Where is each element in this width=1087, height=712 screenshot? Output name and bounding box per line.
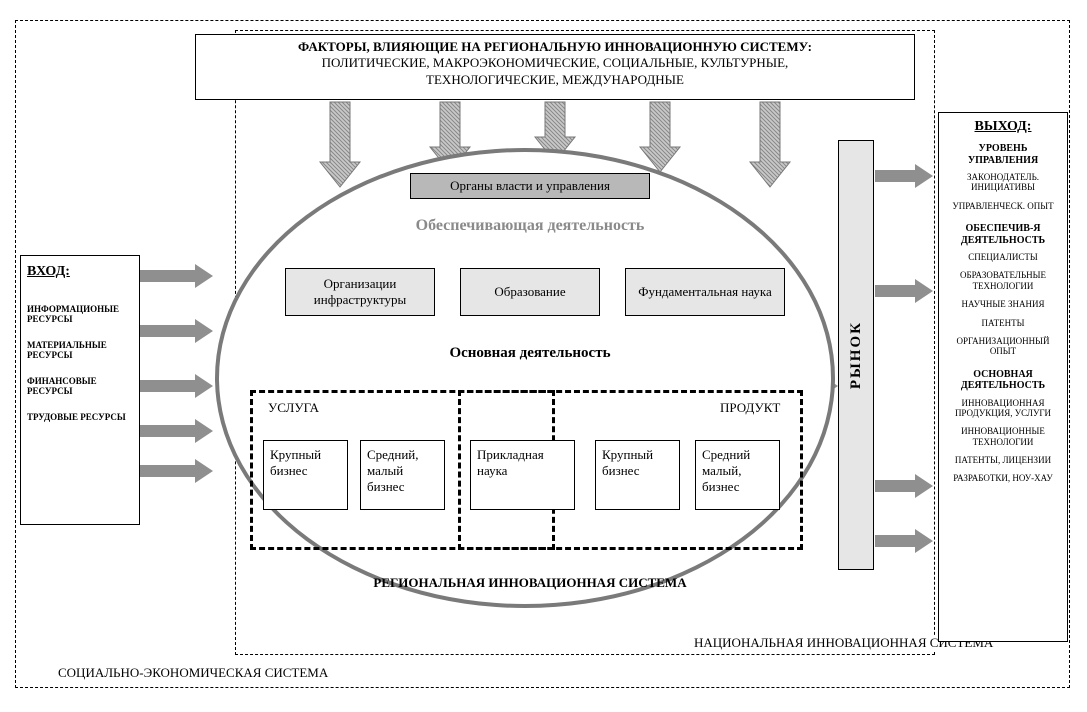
market-bar: РЫНОК bbox=[838, 140, 874, 570]
product-big-biz-box: Крупный бизнес bbox=[595, 440, 680, 510]
output-g3-title: ОСНОВНАЯ ДЕЯТЕЛЬНОСТЬ bbox=[943, 369, 1063, 392]
output-g1-b: УПРАВЛЕНЧЕСК. ОПЫТ bbox=[943, 201, 1063, 211]
ellipse-title-label: РЕГИОНАЛЬНАЯ ИННОВАЦИОННАЯ СИСТЕМА bbox=[350, 575, 710, 591]
output-g3-d: РАЗРАБОТКИ, НОУ-ХАУ bbox=[943, 473, 1063, 483]
output-title: ВЫХОД: bbox=[943, 119, 1063, 135]
support-box-edu: Образование bbox=[460, 268, 600, 316]
product-smb-box: Средний малый, бизнес bbox=[695, 440, 780, 510]
support-box-infra-label: Организации инфраструктуры bbox=[292, 276, 428, 308]
output-g1-a: ЗАКОНОДАТЕЛЬ. ИНИЦИАТИВЫ bbox=[943, 172, 1063, 193]
product-smb-label: Средний малый, бизнес bbox=[702, 447, 750, 494]
input-item-1: ИНФОРМАЦИОНЫЕ РЕСУРСЫ bbox=[27, 304, 133, 324]
product-label: ПРОДУКТ bbox=[720, 400, 780, 416]
output-g3-b: ИННОВАЦИОННЫЕ ТЕХНОЛОГИИ bbox=[943, 426, 1063, 447]
product-big-biz-label: Крупный бизнес bbox=[602, 447, 653, 478]
service-big-biz-label: Крупный бизнес bbox=[270, 447, 321, 478]
support-box-infra: Организации инфраструктуры bbox=[285, 268, 435, 316]
main-activity-label: Основная деятельность bbox=[400, 345, 660, 362]
applied-science-box: Прикладная наука bbox=[470, 440, 575, 510]
output-g1-title: УРОВЕНЬ УПРАВЛЕНИЯ bbox=[943, 143, 1063, 166]
market-label: РЫНОК bbox=[848, 321, 865, 389]
authorities-label: Органы власти и управления bbox=[450, 178, 610, 193]
output-box: ВЫХОД: УРОВЕНЬ УПРАВЛЕНИЯ ЗАКОНОДАТЕЛЬ. … bbox=[938, 112, 1068, 642]
supporting-activity-label: Обеспечивающая деятельность bbox=[380, 217, 680, 235]
service-smb-box: Средний, малый бизнес bbox=[360, 440, 445, 510]
service-smb-label: Средний, малый бизнес bbox=[367, 447, 419, 494]
support-box-fund: Фундаментальная наука bbox=[625, 268, 785, 316]
output-g3-c: ПАТЕНТЫ, ЛИЦЕНЗИИ bbox=[943, 455, 1063, 465]
support-box-fund-label: Фундаментальная наука bbox=[638, 284, 772, 300]
output-g2-c: НАУЧНЫЕ ЗНАНИЯ bbox=[943, 299, 1063, 309]
output-g2-d: ПАТЕНТЫ bbox=[943, 318, 1063, 328]
support-box-edu-label: Образование bbox=[494, 284, 565, 300]
input-item-2: МАТЕРИАЛЬНЫЕ РЕСУРСЫ bbox=[27, 340, 133, 360]
output-g2-e: ОРГАНИЗАЦИОННЫЙ ОПЫТ bbox=[943, 336, 1063, 357]
service-big-biz-box: Крупный бизнес bbox=[263, 440, 348, 510]
output-g2-title: ОБЕСПЕЧИВ-Я ДЕЯТЕЛЬНОСТЬ bbox=[943, 223, 1063, 246]
output-g3-a: ИННОВАЦИОННАЯ ПРОДУКЦИЯ, УСЛУГИ bbox=[943, 398, 1063, 419]
input-title: ВХОД: bbox=[27, 264, 133, 280]
service-label: УСЛУГА bbox=[268, 400, 319, 416]
output-g2-b: ОБРАЗОВАТЕЛЬНЫЕ ТЕХНОЛОГИИ bbox=[943, 270, 1063, 291]
input-box: ВХОД: ИНФОРМАЦИОНЫЕ РЕСУРСЫ МАТЕРИАЛЬНЫЕ… bbox=[20, 255, 140, 525]
authorities-box: Органы власти и управления bbox=[410, 173, 650, 199]
applied-science-label: Прикладная наука bbox=[477, 447, 544, 478]
input-item-3: ФИНАНСОВЫЕ РЕСУРСЫ bbox=[27, 376, 133, 396]
input-item-4: ТРУДОВЫЕ РЕСУРСЫ bbox=[27, 412, 133, 422]
output-g2-a: СПЕЦИАЛИСТЫ bbox=[943, 252, 1063, 262]
